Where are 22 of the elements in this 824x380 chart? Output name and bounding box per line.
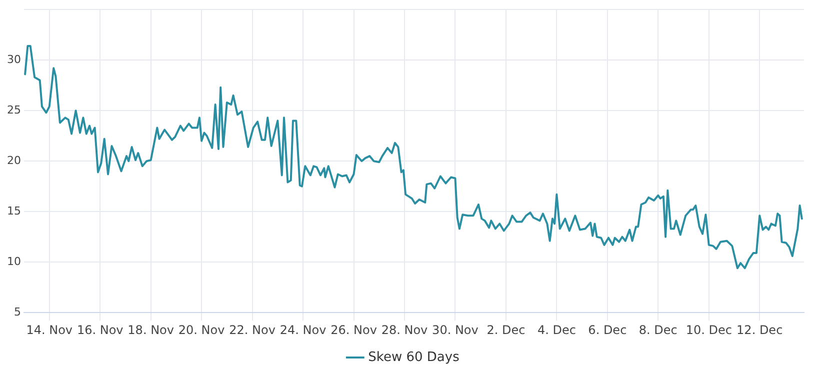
y-tick-label: 10 (6, 254, 21, 268)
y-tick-label: 20 (6, 154, 21, 167)
x-tick-label: 20. Nov (178, 322, 225, 337)
x-tick-label: 26. Nov (330, 322, 377, 337)
legend-label: Skew 60 Days (368, 350, 460, 365)
x-tick-label: 24. Nov (280, 322, 326, 337)
x-tick-label: 22. Nov (229, 322, 276, 337)
x-tick-label: 14. Nov (26, 322, 73, 337)
x-tick-label: 18. Nov (128, 322, 174, 337)
x-tick-label: 8. Dec (638, 322, 678, 337)
y-tick-label: 30 (6, 52, 21, 66)
x-tick-label: 30. Nov (432, 322, 478, 337)
y-tick-label: 5 (14, 305, 21, 318)
y-tick-label: 15 (6, 204, 21, 218)
x-tick-label: 4. Dec (537, 322, 576, 337)
x-tick-label: 28. Nov (381, 322, 428, 337)
x-tick-label: 10. Dec (686, 322, 732, 337)
x-tick-label: 12. Dec (736, 322, 783, 337)
x-tick-label: 6. Dec (588, 322, 627, 337)
y-tick-label: 25 (6, 103, 21, 116)
x-tick-label: 16. Nov (76, 322, 124, 337)
x-tick-label: 2. Dec (486, 322, 526, 337)
